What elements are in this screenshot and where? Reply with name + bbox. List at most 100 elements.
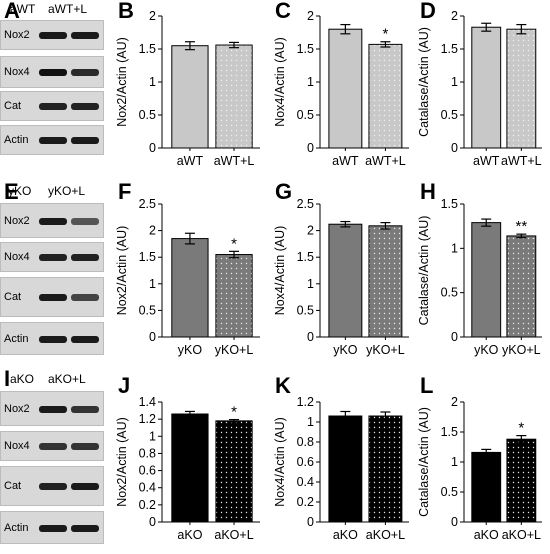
x-tick-label: aWT+L <box>501 154 542 168</box>
bar-fill <box>171 413 209 523</box>
y-tick-label: 0 <box>451 330 458 344</box>
y-axis-label: Nox4/Actin (AU) <box>273 37 287 127</box>
y-axis-label: Catalase/Actin (AU) <box>417 216 431 326</box>
lane-header: aWT+L <box>48 2 88 16</box>
panel-letter-c: C <box>275 0 291 23</box>
bar-yko-plusl <box>215 254 253 338</box>
bar-dot-pattern <box>369 226 402 337</box>
blot-row-label: Nox4 <box>4 440 30 452</box>
x-tick-label: aWT+L <box>365 154 406 168</box>
blot-band-lane-1 <box>39 137 67 144</box>
y-tick-label: 1.5 <box>441 197 458 211</box>
bar-ako-plusl <box>368 415 403 523</box>
y-tick-label: 0.5 <box>139 303 156 317</box>
western-blot-yko: yKO yKO+L Nox2 Nox4 Cat Actin <box>0 182 104 367</box>
bar-yko <box>171 238 209 338</box>
y-axis-label: Nox2/Actin (AU) <box>115 37 129 127</box>
y-tick-label: 1.4 <box>139 395 156 409</box>
y-tick-label: 0.2 <box>297 495 314 509</box>
x-tick-label: yKO <box>178 343 203 357</box>
panel-letter-k: K <box>275 373 291 398</box>
blot-strip-nox4: Nox4 <box>0 242 104 272</box>
bar-fill <box>328 415 363 523</box>
y-tick-label: 0 <box>149 515 156 529</box>
bar-dot-pattern <box>369 416 402 522</box>
y-tick-label: 0.5 <box>441 286 458 300</box>
significance-marker: * <box>231 404 237 421</box>
y-axis-label: Nox4/Actin (AU) <box>273 226 287 316</box>
lane-header: aKO+L <box>48 372 86 386</box>
bar-dot-pattern <box>507 236 536 337</box>
blot-band-lane-2 <box>71 32 99 39</box>
y-tick-label: 2.5 <box>139 197 156 211</box>
bar-awt-plusl <box>506 28 537 149</box>
bar-dot-pattern <box>216 255 252 337</box>
y-tick-label: 1 <box>149 277 156 291</box>
bar-ako-plusl <box>215 420 253 523</box>
blot-band-lane-2 <box>71 483 99 490</box>
y-tick-label: 0 <box>149 141 156 155</box>
y-tick-label: 0 <box>307 141 314 155</box>
blot-band-lane-1 <box>39 335 67 343</box>
blot-band-lane-1 <box>39 405 67 413</box>
blot-band-lane-1 <box>39 443 67 450</box>
x-tick-label: aKO <box>333 528 358 542</box>
y-tick-label: 2 <box>307 9 314 23</box>
bar-awt <box>171 45 209 149</box>
panel-letter-b: B <box>118 0 134 23</box>
y-axis-label: Nox2/Actin (AU) <box>115 417 129 507</box>
blot-band-lane-2 <box>71 335 99 343</box>
panel-letter-f: F <box>118 179 132 204</box>
blot-strip-cat: Cat <box>0 466 104 506</box>
bar-ako <box>471 451 502 523</box>
panel-letter-h: H <box>420 179 436 204</box>
blot-row-label: Actin <box>4 134 29 146</box>
y-tick-label: 0 <box>307 515 314 529</box>
blot-band-lane-1 <box>39 69 67 76</box>
blot-band-lane-1 <box>39 483 67 490</box>
bar-awt-plusl <box>215 44 253 149</box>
blot-strip-actin: Actin <box>0 511 104 544</box>
y-tick-label: 2 <box>307 224 314 238</box>
blot-band-lane-1 <box>39 32 67 39</box>
significance-marker: * <box>231 235 237 252</box>
blot-band-lane-2 <box>71 294 99 301</box>
bar-fill <box>471 26 502 149</box>
blot-strip-nox2: Nox2 <box>0 20 104 50</box>
x-tick-label: yKO <box>333 343 358 357</box>
x-tick-label: aKO+L <box>214 528 253 542</box>
bar-fill <box>328 28 363 149</box>
bar-chart-d: 0 0.5 1 1.5 2 Catalase/Actin (AU) aWT aWT+L <box>417 9 542 168</box>
bar-chart-f: 0 0.5 1 1.5 2 2.5 Nox2/Actin (AU) yKO * yKO+L <box>115 197 260 357</box>
blot-row-label: Actin <box>4 521 29 534</box>
y-tick-label: 0.5 <box>139 108 156 122</box>
blot-band-lane-1 <box>39 524 67 532</box>
y-tick-label: 2 <box>149 224 156 238</box>
blot-band-lane-2 <box>71 405 99 413</box>
y-tick-label: 1.2 <box>297 395 314 409</box>
bar-chart-l: 0 0.5 1 1.5 2 Catalase/Actin (AU) aKO * aKO+L <box>417 395 542 542</box>
lane-header: aWT <box>10 2 36 16</box>
blot-row-label: Nox2 <box>4 29 30 41</box>
blot-row-label: Nox2 <box>4 402 30 415</box>
y-tick-label: 1 <box>451 241 458 255</box>
x-tick-label: aWT <box>177 154 204 168</box>
y-tick-label: 0.8 <box>139 446 156 460</box>
x-tick-label: aKO+L <box>366 528 405 542</box>
y-axis-label: Catalase/Actin (AU) <box>417 407 431 517</box>
y-tick-label: 0.8 <box>297 435 314 449</box>
panel-letter-e: E <box>4 179 19 204</box>
blot-strip-actin: Actin <box>0 125 104 155</box>
x-tick-label: yKO+L <box>215 343 254 357</box>
blot-band-lane-2 <box>71 524 99 532</box>
bar-fill <box>171 238 209 338</box>
bar-ako-plusl <box>506 438 537 523</box>
blot-band-lane-1 <box>39 294 67 301</box>
y-tick-label: 1.5 <box>139 42 156 56</box>
bar-awt <box>328 28 363 149</box>
blot-row-label: Actin <box>4 332 29 345</box>
y-tick-label: 0.4 <box>139 481 156 495</box>
blot-band-lane-2 <box>71 137 99 144</box>
bar-dot-pattern <box>216 45 252 148</box>
x-tick-label: aKO <box>474 528 499 542</box>
